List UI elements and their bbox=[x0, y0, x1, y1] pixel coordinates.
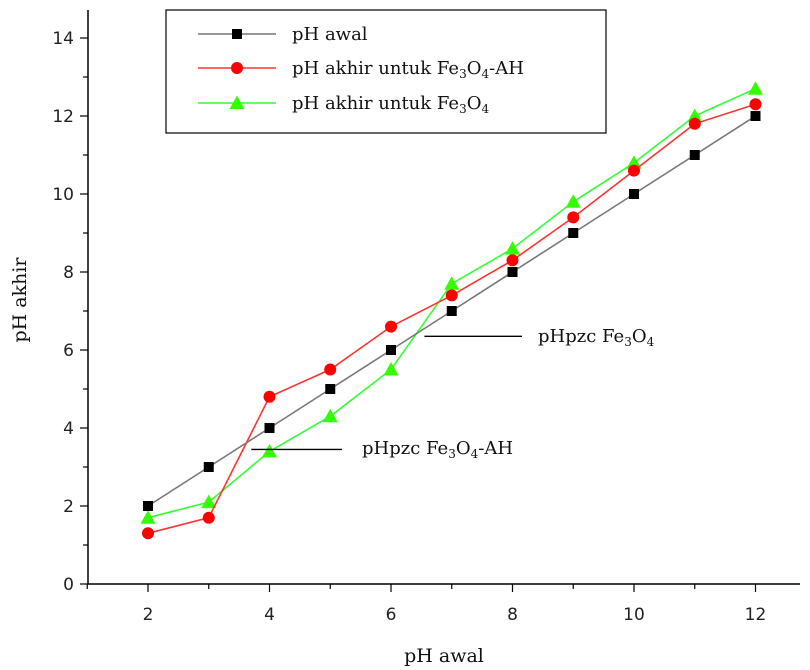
data-point bbox=[565, 194, 581, 208]
data-point bbox=[626, 155, 642, 169]
x-tick-label: 12 bbox=[745, 605, 767, 625]
series-2 bbox=[142, 98, 762, 540]
data-point bbox=[629, 189, 639, 199]
y-tick-label: 0 bbox=[63, 575, 74, 595]
data-point bbox=[445, 289, 458, 302]
series-layer bbox=[140, 81, 763, 540]
y-axis-label: pH akhir bbox=[9, 257, 31, 343]
data-point bbox=[385, 320, 397, 333]
series-3 bbox=[140, 81, 763, 524]
data-point bbox=[263, 390, 276, 403]
data-point bbox=[140, 510, 156, 524]
data-point bbox=[262, 443, 277, 458]
data-point bbox=[202, 511, 215, 524]
data-point bbox=[143, 501, 153, 511]
legend-item: pH akhir untuk Fe3O4-AH bbox=[198, 58, 524, 81]
data-point bbox=[203, 462, 214, 472]
data-point bbox=[383, 362, 399, 376]
data-point bbox=[264, 423, 275, 433]
data-point bbox=[568, 228, 579, 238]
annotation-label: pHpzc Fe3O4-AH bbox=[362, 438, 513, 461]
data-point bbox=[444, 276, 460, 290]
x-tick-label: 4 bbox=[264, 605, 275, 625]
y-tick-label: 6 bbox=[63, 341, 74, 361]
data-point bbox=[201, 494, 217, 509]
legend-marker bbox=[231, 62, 243, 74]
annotations: pHpzc Fe3O4 pHpzc Fe3O4-AH bbox=[251, 326, 655, 461]
x-tick-label: 2 bbox=[143, 605, 154, 625]
annotation-label: pHpzc Fe3O4 bbox=[538, 326, 655, 349]
annotation: pHpzc Fe3O4 bbox=[424, 326, 655, 349]
data-point bbox=[446, 306, 457, 316]
x-ticks: 2 4 6 8 10 12 bbox=[86, 584, 767, 625]
data-point bbox=[628, 164, 640, 177]
data-point bbox=[324, 363, 337, 376]
axes: 2 4 6 8 10 12 0 2 4 6 8 10 12 14 bbox=[52, 10, 800, 625]
data-point bbox=[322, 408, 338, 423]
y-tick-label: 2 bbox=[63, 497, 74, 517]
data-point bbox=[325, 384, 336, 394]
y-ticks: 0 2 4 6 8 10 12 14 bbox=[52, 29, 88, 595]
y-tick-label: 12 bbox=[52, 107, 74, 127]
data-point bbox=[749, 98, 762, 111]
legend-marker bbox=[229, 95, 245, 109]
series-1 bbox=[143, 111, 761, 511]
data-point bbox=[505, 241, 520, 255]
data-point bbox=[567, 211, 580, 224]
y-tick-label: 10 bbox=[52, 185, 74, 205]
y-tick-label: 14 bbox=[52, 29, 74, 49]
data-point bbox=[506, 254, 519, 267]
annotation: pHpzc Fe3O4-AH bbox=[251, 438, 513, 461]
data-point bbox=[689, 150, 700, 160]
legend-item: pH awal bbox=[198, 24, 368, 45]
data-point bbox=[687, 108, 703, 122]
series-line bbox=[147, 103, 756, 535]
legend-item: pH akhir untuk Fe3O4 bbox=[198, 93, 489, 116]
x-tick-label: 6 bbox=[386, 605, 397, 625]
legend: pH awal pH akhir untuk Fe3O4-AH pH akhir u… bbox=[165, 9, 607, 134]
x-tick-label: 8 bbox=[507, 605, 518, 625]
y-tick-label: 4 bbox=[63, 419, 74, 439]
legend-label: pH akhir untuk Fe3O4 bbox=[292, 93, 489, 116]
x-axis-label: pH awal bbox=[404, 645, 484, 667]
data-point bbox=[142, 527, 154, 540]
data-point bbox=[386, 345, 396, 355]
x-tick-label: 10 bbox=[623, 605, 645, 625]
legend-label: pH akhir untuk Fe3O4-AH bbox=[292, 58, 524, 81]
legend-label: pH awal bbox=[292, 24, 368, 45]
data-point bbox=[688, 117, 701, 130]
y-tick-label: 8 bbox=[63, 263, 74, 283]
legend-marker bbox=[232, 29, 242, 39]
data-point bbox=[748, 81, 763, 95]
data-point bbox=[750, 111, 761, 121]
data-point bbox=[507, 267, 518, 277]
